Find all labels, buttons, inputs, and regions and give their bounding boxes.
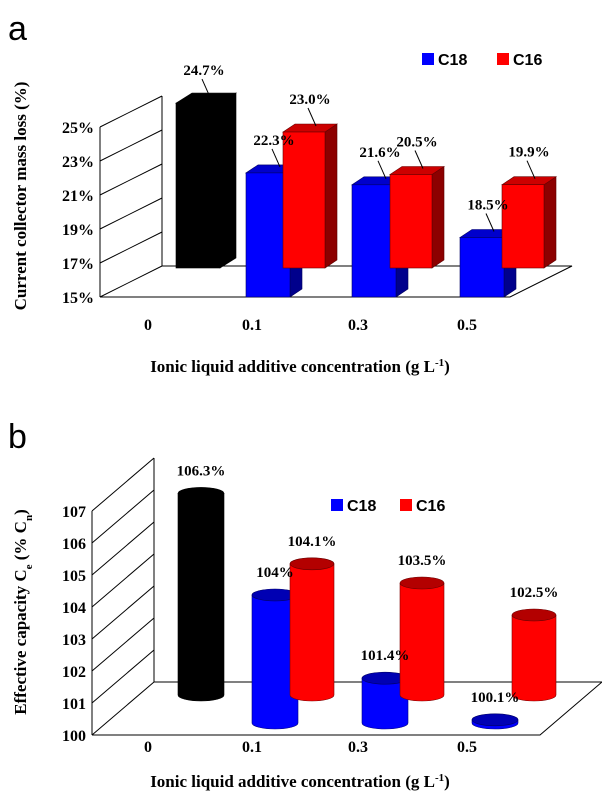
gridline: [99, 95, 163, 128]
gridline: [91, 457, 155, 512]
data-label: 104%: [256, 565, 294, 581]
panel-letter-b: b: [8, 418, 27, 456]
gridline: [99, 197, 163, 230]
data-label: 106.3%: [177, 463, 226, 479]
c18-bar-0.1: [251, 588, 299, 730]
c18-bar-0.5: [471, 713, 519, 730]
x-tick-label: 0.5: [457, 739, 477, 756]
gridline: [91, 681, 155, 736]
gridline: [91, 585, 155, 640]
panel-b-x-ticks: 0 0.1 0.3 0.5: [144, 739, 477, 756]
panel-a-bars: [174, 92, 557, 298]
gridline: [91, 521, 155, 576]
panel-a-x-axis-title: Ionic liquid additive concentration (g L…: [150, 357, 450, 376]
data-label: 102.5%: [510, 585, 559, 601]
gridline: [99, 163, 163, 196]
gridline: [99, 231, 163, 264]
y-tick-label: 107: [62, 504, 86, 521]
legend-label-c18-b: C18: [347, 498, 376, 515]
panel-b-y-ticks: 100 101 102 103 104 105 106 107: [62, 504, 86, 745]
gridline: [91, 649, 155, 704]
data-label: 21.6%: [359, 145, 400, 161]
y-tick-label: 15%: [62, 290, 94, 307]
y-tick-label: 17%: [62, 256, 94, 273]
legend-label-c16-b: C16: [416, 498, 445, 515]
panel-a: a 15% 17% 19% 21% 23% 25% 24.7% 22.3% 23.0% 21.6…: [8, 10, 573, 376]
baseline-bar-0: [174, 92, 238, 269]
panel-a-x-ticks: 0 0.1 0.3 0.5: [144, 317, 477, 334]
data-label-leader: [526, 160, 536, 179]
data-label: 24.7%: [183, 63, 224, 79]
legend-swatch-c18: [422, 53, 434, 65]
data-label: 23.0%: [289, 92, 330, 108]
panel-letter-a: a: [8, 10, 27, 48]
panel-a-data-labels: 24.7% 22.3% 23.0% 21.6%20.5% 18.5% 19.9%: [183, 63, 550, 232]
gridline: [99, 265, 163, 298]
y-tick-label: 105: [62, 568, 86, 585]
panel-b-legend: C18 C16: [331, 498, 445, 515]
data-label: 18.5%: [467, 198, 508, 214]
c16-bar-0.3: [399, 576, 445, 702]
panel-b-x-axis-title: Ionic liquid additive concentration (g L…: [150, 772, 450, 791]
x-tick-label: 0.1: [242, 739, 262, 756]
y-tick-label: 21%: [62, 188, 94, 205]
data-label-leader: [485, 213, 495, 232]
data-label: 19.9%: [508, 145, 549, 161]
legend-label-c18: C18: [438, 52, 467, 69]
legend-swatch-c18-b: [331, 499, 343, 511]
data-label-leader: [201, 78, 211, 98]
data-label: 20.5%: [396, 135, 437, 151]
x-tick-label: 0.3: [348, 317, 368, 334]
data-label: 100.1%: [471, 690, 520, 706]
panel-b-bars: [177, 487, 557, 730]
gridline: [99, 129, 163, 162]
c16-bar-0.5: [511, 608, 557, 702]
panel-b-y-axis-title: Effective capacity Ce (% Cn): [11, 509, 35, 715]
y-tick-label: 106: [62, 536, 86, 553]
baseline-bar-0: [177, 487, 225, 702]
gridline: [91, 489, 155, 544]
x-tick-label: 0: [144, 739, 152, 756]
panel-a-legend: C18 C16: [422, 52, 542, 69]
y-tick-label: 103: [62, 632, 86, 649]
c16-bar-0.1: [289, 557, 335, 702]
panel-a-y-ticks: 15% 17% 19% 21% 23% 25%: [62, 120, 94, 307]
c18-bar-0.3: [361, 671, 409, 730]
y-tick-label: 101: [62, 696, 86, 713]
data-label-leader: [414, 150, 424, 169]
data-label: 103.5%: [398, 553, 447, 569]
y-tick-label: 102: [62, 664, 86, 681]
y-tick-label: 23%: [62, 154, 94, 171]
data-label-leader: [307, 107, 317, 127]
y-tick-label: 25%: [62, 120, 94, 137]
c16-bar-0.1: [282, 123, 338, 269]
legend-label-c16: C16: [513, 52, 542, 69]
data-label: 101.4%: [361, 648, 410, 664]
gridline: [91, 617, 155, 672]
data-label-leader: [271, 148, 281, 168]
x-tick-label: 0.1: [242, 317, 262, 334]
legend-swatch-c16: [497, 53, 509, 65]
y-tick-label: 100: [62, 728, 86, 745]
gridline: [91, 553, 155, 608]
data-label-leader: [377, 160, 387, 180]
x-tick-label: 0: [144, 317, 152, 334]
x-tick-label: 0.5: [457, 317, 477, 334]
data-label: 22.3%: [253, 133, 294, 149]
panel-a-y-axis-title: Current collector mass loss (%): [11, 82, 30, 311]
c16-bar-0.5: [501, 176, 557, 269]
legend-swatch-c16-b: [400, 499, 412, 511]
y-tick-label: 19%: [62, 222, 94, 239]
data-label: 104.1%: [288, 534, 337, 550]
c16-bar-0.3: [389, 165, 445, 269]
x-tick-label: 0.3: [348, 739, 368, 756]
panel-b: b 100 101 102 103 104 105 106 107 106.3% 104% 104…: [8, 418, 602, 791]
panel-b-data-labels: 106.3% 104% 104.1% 101.4% 103.5% 100.1% 102.5%: [177, 463, 559, 705]
y-tick-label: 104: [62, 600, 86, 617]
